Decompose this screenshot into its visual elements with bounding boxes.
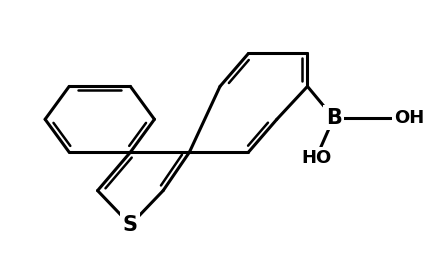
Text: OH: OH xyxy=(394,109,424,127)
Text: S: S xyxy=(123,215,138,235)
Text: B: B xyxy=(326,108,341,128)
Text: HO: HO xyxy=(301,149,331,167)
